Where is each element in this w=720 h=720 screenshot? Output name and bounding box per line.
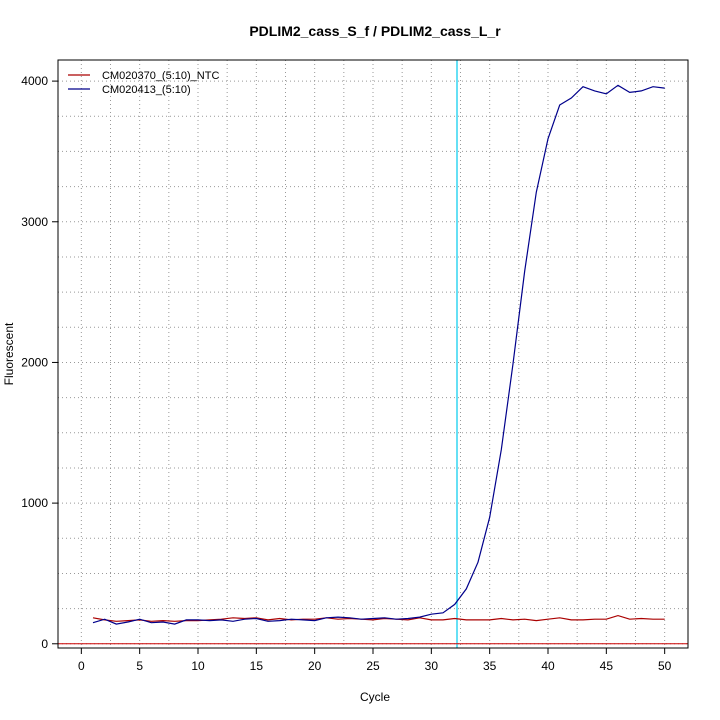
y-tick-label: 2000 [21,355,48,369]
x-tick-label: 0 [78,659,85,673]
legend-label: CM020370_(5:10)_NTC [102,70,219,82]
x-tick-label: 25 [366,659,380,673]
x-tick-label: 45 [600,659,614,673]
legend-label: CM020413_(5:10) [102,84,191,96]
x-axis-label: Cycle [360,690,390,704]
chart-title: PDLIM2_cass_S_f / PDLIM2_cass_L_r [249,23,501,39]
series-lines [92,84,665,625]
y-axis: 0 1000 2000 3000 4000 [21,74,58,651]
x-axis: 0 5 10 15 20 25 30 35 40 45 50 [78,648,672,673]
x-tick-label: 40 [541,659,555,673]
grid-lines [58,60,688,648]
x-tick-label: 20 [308,659,322,673]
x-tick-label: 30 [425,659,439,673]
x-tick-label: 5 [136,659,143,673]
y-tick-label: 0 [41,637,48,651]
legend: CM020370_(5:10)_NTC CM020413_(5:10) [68,70,219,96]
x-tick-label: 10 [191,659,205,673]
series-line-1 [92,614,665,622]
y-tick-label: 4000 [21,74,48,88]
y-tick-label: 1000 [21,496,48,510]
y-axis-label: Fluorescent [2,322,16,385]
x-tick-label: 35 [483,659,497,673]
series-line-2 [92,84,665,625]
x-tick-label: 15 [250,659,264,673]
x-tick-label: 50 [658,659,672,673]
y-tick-label: 3000 [21,215,48,229]
